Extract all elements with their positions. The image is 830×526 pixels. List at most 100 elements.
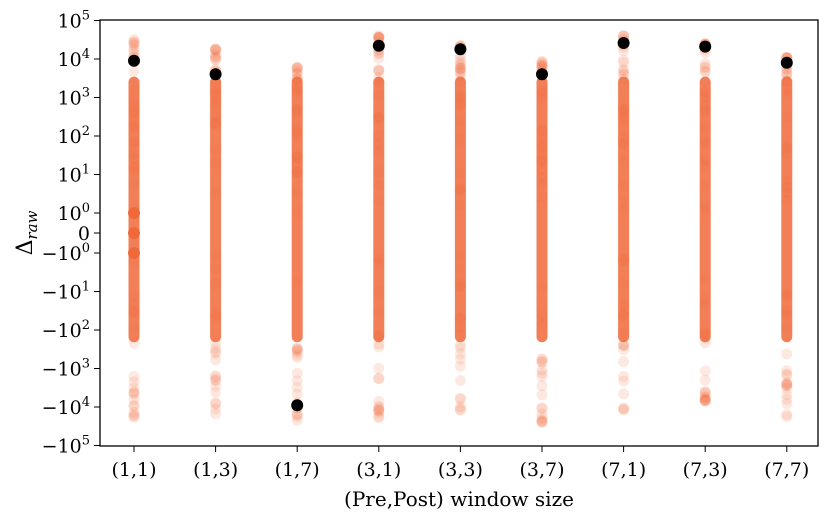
data-point: [291, 62, 303, 74]
data-point: [536, 415, 548, 427]
data-point: [618, 339, 630, 351]
data-point: [618, 375, 630, 387]
data-point: [373, 411, 385, 422]
data-point: [781, 369, 793, 381]
data-point: [291, 408, 303, 420]
y-axis-label-sub: raw: [23, 210, 41, 239]
data-point: [128, 400, 140, 412]
highlight-layer: [128, 37, 793, 412]
data-point: [618, 404, 630, 416]
data-point: [536, 354, 548, 366]
data-point: [699, 393, 711, 405]
y-tick-label: 104: [58, 47, 90, 71]
data-point: [210, 354, 222, 366]
y-axis-label-main: Δ: [13, 240, 38, 256]
data-point: [128, 34, 140, 45]
data-point: [291, 375, 303, 387]
data-point: [291, 68, 303, 80]
data-point: [128, 43, 140, 55]
data-point: [128, 393, 140, 405]
data-point: [128, 371, 140, 383]
data-point: [373, 341, 385, 353]
data-point: [291, 65, 303, 77]
data-point: [618, 344, 630, 356]
data-point: [536, 353, 548, 365]
data-point: [210, 374, 222, 386]
data-point: [699, 58, 711, 70]
data-point: [291, 349, 303, 361]
data-point: [373, 362, 385, 374]
highlight-point: [699, 40, 712, 53]
x-tick-label: (7,3): [683, 459, 728, 481]
data-point: [128, 45, 140, 57]
data-point: [618, 388, 630, 400]
data-point: [373, 373, 385, 385]
data-point: [291, 414, 303, 426]
data-point: [536, 367, 548, 379]
data-point: [291, 409, 303, 421]
data-point: [210, 387, 222, 398]
x-tick-label: (7,1): [601, 459, 646, 481]
data-point: [291, 367, 303, 379]
data-point: [454, 342, 466, 354]
y-tick-label: −104: [42, 395, 90, 419]
data-point: [699, 392, 711, 404]
data-point: [373, 403, 385, 415]
y-tick-label: 102: [58, 124, 90, 148]
data-point: [618, 54, 630, 66]
data-point: [781, 382, 793, 394]
data-point: [291, 388, 303, 400]
data-point: [454, 353, 466, 365]
data-point: [536, 403, 548, 415]
data-point: [454, 393, 466, 405]
y-tick-label: −101: [42, 280, 90, 304]
data-point: [781, 398, 793, 410]
data-point: [291, 346, 303, 358]
y-tick-label: −102: [42, 318, 90, 342]
x-tick-label: (1,1): [111, 459, 156, 481]
highlight-point: [372, 39, 385, 52]
data-point: [781, 393, 793, 405]
data-point: [454, 339, 466, 351]
data-point: [454, 348, 466, 360]
data-point: [128, 411, 140, 423]
data-point: [699, 395, 711, 407]
x-axis-label: (Pre,Post) window size: [344, 487, 574, 511]
data-point: [128, 388, 140, 400]
data-point: [781, 389, 793, 401]
data-point: [128, 409, 140, 421]
x-tick-label: (3,3): [438, 459, 483, 481]
data-point: [618, 402, 630, 414]
data-point: [210, 371, 222, 383]
highlight-point: [454, 43, 467, 56]
x-tick-label: (1,3): [193, 459, 238, 481]
data-point: [291, 62, 303, 73]
data-point: [373, 52, 385, 64]
data-point: [781, 380, 793, 391]
data-point: [210, 43, 222, 55]
data-point: [373, 48, 385, 60]
data-point: [699, 394, 711, 406]
data-point: [699, 65, 711, 77]
y-tick-label: 103: [58, 86, 90, 110]
data-point: [210, 43, 222, 55]
data-point: [291, 343, 303, 355]
data-point: [373, 65, 385, 77]
data-point: [699, 66, 711, 78]
data-point: [210, 49, 222, 61]
data-point: [454, 53, 466, 65]
data-point: [618, 371, 630, 382]
data-point: [699, 394, 711, 406]
data-point: [373, 32, 385, 44]
data-point: [210, 375, 222, 387]
data-point: [128, 399, 140, 411]
data-point: [536, 55, 548, 67]
data-point: [699, 386, 711, 398]
data-point: [210, 397, 222, 409]
data-point: [699, 391, 711, 403]
data-point: [291, 62, 303, 73]
data-point: [373, 406, 385, 418]
data-point: [536, 416, 548, 428]
data-point: [454, 66, 466, 78]
data-point: [210, 44, 222, 56]
